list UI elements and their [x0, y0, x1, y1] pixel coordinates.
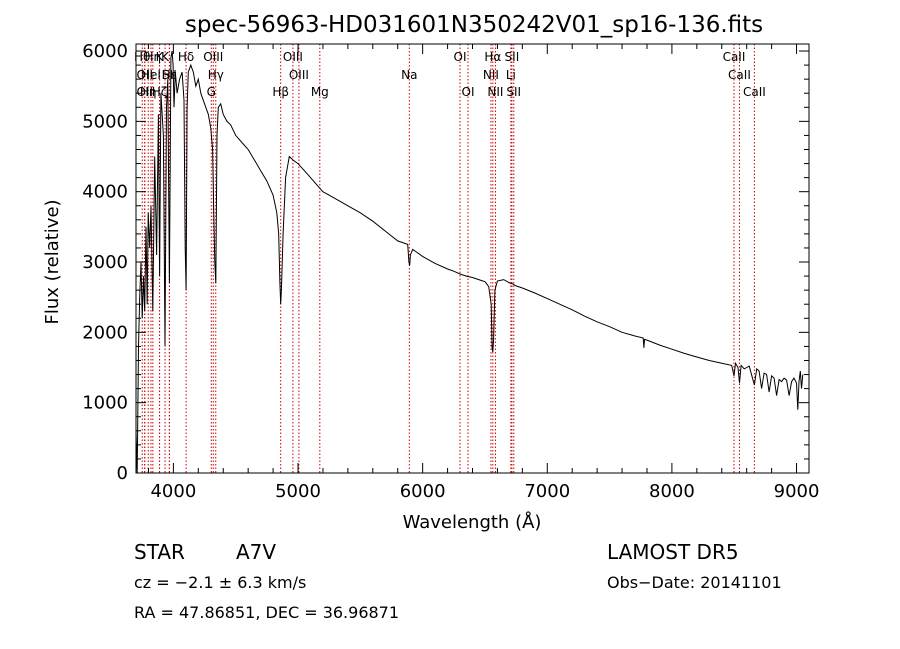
spectral-subclass: A7V [236, 540, 277, 564]
line-marker-label: Mg [311, 85, 329, 99]
line-marker-label: Hα [484, 50, 501, 64]
line-marker-label: OIII [283, 50, 303, 64]
y-axis-label: Flux (relative) [42, 199, 63, 324]
x-tick-label: 4000 [150, 481, 196, 502]
line-marker-label: CaII [743, 85, 766, 99]
line-marker-label: Hζ [152, 85, 168, 99]
line-marker-label: OII [136, 85, 153, 99]
line-marker-label: Hδ [178, 50, 194, 64]
spectrum-line [135, 50, 804, 474]
line-marker-label: CaII [728, 68, 751, 82]
x-tick-label: 8000 [649, 481, 695, 502]
chart-title: spec-56963-HD031601N350242V01_sp16-136.f… [185, 12, 763, 38]
y-tick-label: 6000 [82, 41, 128, 62]
line-marker-label: NII [487, 85, 503, 99]
survey-name: LAMOST DR5 [607, 540, 739, 564]
x-axis: 4000 5000 6000 7000 8000 9000 [147, 44, 820, 502]
line-marker-label: HeI [141, 68, 161, 82]
x-tick-label: 5000 [275, 481, 321, 502]
x-tick-label: 9000 [774, 481, 820, 502]
line-marker-label: K [156, 50, 165, 64]
line-marker-label: Hη [145, 50, 162, 64]
line-marker-label: SII [506, 85, 521, 99]
y-tick-label: 5000 [82, 111, 128, 132]
x-axis-label: Wavelength (Å) [403, 511, 542, 533]
line-marker-label: G [207, 85, 216, 99]
coordinates-text: RA = 47.86851, DEC = 36.96871 [134, 603, 400, 622]
line-marker-label: K [161, 50, 170, 64]
line-marker-label: OI [454, 50, 467, 64]
line-marker-label: Hγ [208, 68, 224, 82]
y-tick-label: 4000 [82, 182, 128, 203]
x-tick-label: 6000 [400, 481, 446, 502]
object-type: STAR [134, 540, 185, 564]
y-axis: 0 1000 2000 3000 4000 5000 6000 [82, 41, 809, 484]
line-marker-label: Na [401, 68, 417, 82]
line-marker-label: Li [506, 68, 516, 82]
x-tick-label: 7000 [524, 481, 570, 502]
observation-date: Obs−Date: 20141101 [607, 573, 782, 592]
line-markers [141, 44, 755, 473]
line-marker-label: OIII [203, 50, 223, 64]
line-marker-label: OIII [289, 68, 309, 82]
y-tick-label: 1000 [82, 393, 128, 414]
line-marker-label: SII [505, 50, 520, 64]
line-marker-label: Hβ [272, 85, 289, 99]
line-marker-label: Hθ [134, 50, 150, 64]
line-marker-label: NII [483, 68, 499, 82]
y-tick-label: 0 [117, 463, 128, 484]
line-marker-label: OII [136, 68, 153, 82]
y-tick-label: 3000 [82, 252, 128, 273]
plot-frame [135, 43, 810, 474]
redshift-text: cz = −2.1 ± 6.3 km/s [134, 573, 307, 592]
line-marker-label: OI [462, 85, 475, 99]
line-marker-label: CaII [723, 50, 746, 64]
y-tick-label: 2000 [82, 322, 128, 343]
line-marker-label: Hη [140, 85, 157, 99]
